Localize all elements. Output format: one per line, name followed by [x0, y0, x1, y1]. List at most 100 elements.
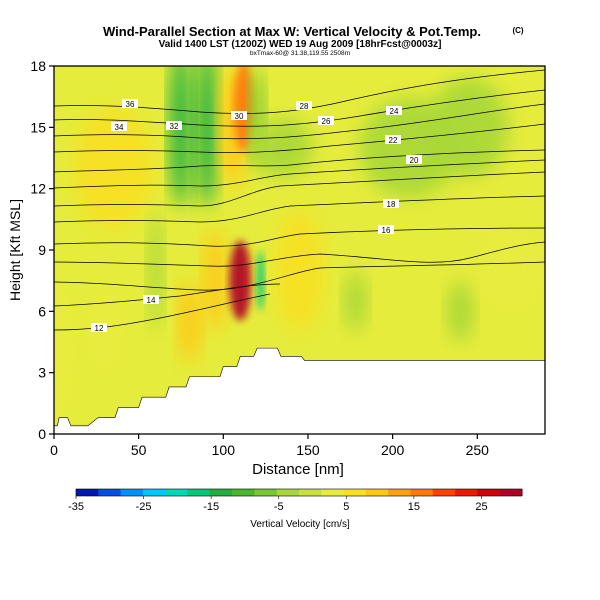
colorbar-swatch: [388, 489, 411, 496]
y-axis-label: Height [Kft MSL]: [7, 199, 23, 301]
svg-text:24: 24: [390, 107, 399, 116]
x-tick-label: 200: [381, 442, 405, 458]
velocity-cell: [343, 271, 368, 332]
colorbar-swatch: [76, 489, 99, 496]
theta-contour-line: [54, 241, 545, 267]
velocity-cell: [481, 230, 542, 311]
x-tick-label: 0: [50, 442, 58, 458]
velocity-cell: [229, 240, 252, 321]
y-tick-label: 6: [38, 303, 46, 319]
svg-text:12: 12: [95, 324, 104, 333]
svg-text:18: 18: [387, 200, 396, 209]
y-tick-label: 12: [30, 181, 46, 197]
terrain: [53, 347, 546, 435]
svg-text:16: 16: [382, 226, 391, 235]
y-tick-label: 0: [38, 426, 46, 442]
theta-contour-line: [54, 293, 271, 331]
colorbar-tick-label: -15: [203, 501, 219, 513]
x-axis-label: Distance [nm]: [252, 461, 344, 478]
colorbar-tick-label: -25: [136, 501, 152, 513]
velocity-cell: [177, 281, 202, 362]
y-tick-label: 18: [30, 58, 46, 74]
x-tick-label: 50: [131, 442, 147, 458]
colorbar-swatch: [209, 489, 233, 496]
theta-contour-label: 16: [378, 225, 394, 235]
theta-contour-label: 12: [91, 323, 107, 333]
theta-contour-line: [54, 159, 545, 189]
colorbar-tick-label: -5: [274, 501, 284, 513]
colorbar-tick-label: 15: [408, 501, 420, 513]
velocity-cell: [275, 210, 324, 331]
colorbar-tick-label: 5: [343, 501, 349, 513]
y-tick-label: 3: [38, 365, 46, 381]
velocity-field: [54, 66, 542, 423]
theta-contour-label: 34: [111, 122, 127, 132]
theta-contour-line: [54, 261, 545, 291]
colorbar-swatch: [299, 489, 322, 496]
theta-contour-label: 18: [383, 199, 399, 209]
colorbar-swatch: [98, 489, 122, 496]
svg-text:32: 32: [170, 122, 179, 131]
theta-contour-label: 36: [122, 99, 138, 109]
y-tick-label: 9: [38, 242, 46, 258]
colorbar-swatch: [187, 489, 211, 496]
colorbar-swatch: [120, 489, 144, 496]
svg-text:36: 36: [126, 100, 135, 109]
svg-text:34: 34: [115, 123, 124, 132]
colorbar: -35 -25 -15 -5 5 15 25: [68, 488, 523, 513]
x-tick-label: 100: [212, 442, 236, 458]
colorbar-label: Vertical Velocity [cm/s]: [250, 519, 350, 530]
svg-text:30: 30: [235, 112, 244, 121]
svg-text:20: 20: [410, 156, 419, 165]
theta-contour-line: [54, 123, 545, 154]
velocity-cell: [194, 66, 219, 208]
colorbar-swatch: [455, 489, 478, 496]
velocity-cell: [256, 250, 265, 311]
theta-contour-line: [54, 283, 281, 307]
theta-contour-line: [54, 89, 545, 127]
theta-contour-label: 26: [318, 116, 334, 126]
theta-contour-line: [54, 149, 545, 173]
info-line: bxTmax-60@ 31.38,119.55 2508m: [250, 50, 350, 57]
theta-contour-label: 22: [385, 135, 401, 145]
theta-contours: 36 34 32 30 28 26 24 22 20 18 16 14 12: [54, 69, 545, 333]
colorbar-tick-label: -35: [68, 501, 84, 513]
velocity-cell: [446, 281, 475, 342]
svg-text:14: 14: [147, 296, 156, 305]
theta-contour-label: 30: [231, 111, 247, 121]
chart-title: Wind-Parallel Section at Max W: Vertical…: [103, 24, 481, 39]
colorbar-swatch: [432, 489, 456, 496]
x-tick-label: 150: [296, 442, 320, 458]
velocity-cell: [233, 66, 254, 152]
theta-contour-line: [54, 227, 545, 247]
colorbar-swatch: [165, 489, 188, 496]
colorbar-swatch: [276, 489, 300, 496]
velocity-cell: [54, 282, 70, 423]
colorbar-swatch: [321, 489, 345, 496]
velocity-cell: [147, 210, 164, 331]
theta-contour-label: 28: [296, 101, 312, 111]
colorbar-swatch: [232, 489, 255, 496]
colorbar-swatch: [410, 489, 434, 496]
velocity-cell: [73, 108, 154, 229]
theta-contour-line: [54, 195, 545, 223]
colorbar-swatch: [254, 489, 278, 496]
theta-contour-label: 20: [406, 155, 422, 165]
theta-contour-label: 32: [166, 121, 182, 131]
velocity-cell: [202, 230, 227, 331]
x-tick-label: 250: [466, 442, 490, 458]
colorbar-swatch: [142, 489, 166, 496]
theta-contour-label: 14: [143, 295, 159, 305]
colorbar-tick-label: 25: [475, 501, 487, 513]
colorbar-swatch: [499, 489, 523, 496]
colorbar-swatch: [343, 489, 367, 496]
theta-contour-line: [54, 103, 545, 140]
svg-text:22: 22: [389, 136, 398, 145]
chart-subtitle: Valid 1400 LST (1200Z) WED 19 Aug 2009 […: [159, 39, 442, 50]
copyright-mark: (C): [512, 26, 523, 35]
colorbar-swatch: [365, 489, 389, 496]
y-tick-label: 15: [30, 119, 46, 135]
